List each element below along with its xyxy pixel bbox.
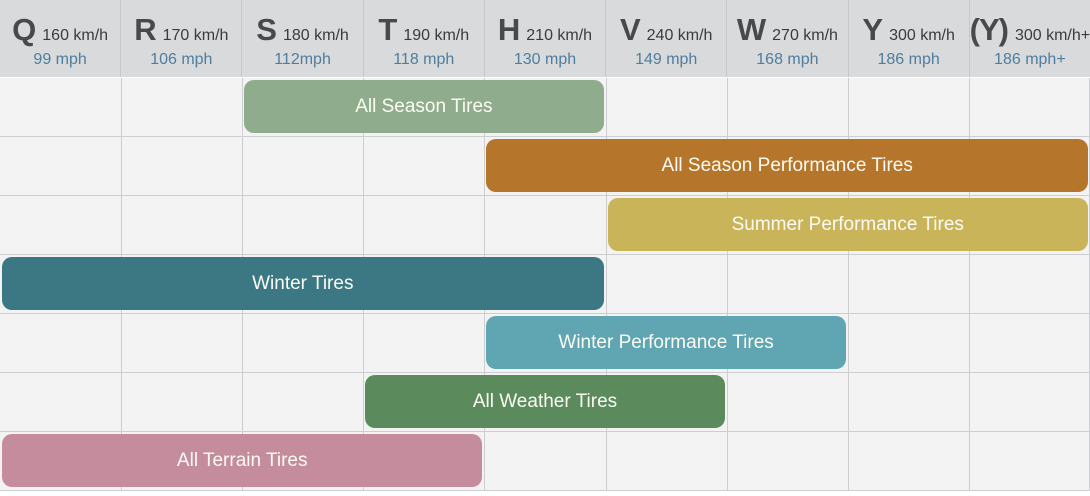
rating-kmh: 270 km/h <box>772 26 838 44</box>
rating-letter: W <box>736 11 766 47</box>
rating-kmh: 300 km/h+ <box>1014 26 1090 44</box>
bar-label: All Terrain Tires <box>176 449 308 471</box>
grid-row <box>0 137 1090 196</box>
bar-all-weather-tires: All Weather Tires <box>365 375 725 428</box>
rating-kmh: 190 km/h <box>403 26 470 44</box>
grid-row <box>0 432 1090 491</box>
rating-row: Y 300 km/h <box>862 12 955 48</box>
rating-row: W 270 km/h <box>737 12 838 48</box>
grid-row <box>0 255 1090 314</box>
grid-column-line <box>847 78 849 491</box>
rating-mph: 168 mph <box>756 50 819 68</box>
bar-label: All Season Performance Tires <box>661 154 913 176</box>
rating-mph: 130 mph <box>513 50 577 68</box>
rating-kmh: 160 km/h <box>42 26 109 44</box>
rating-kmh: 210 km/h <box>526 26 593 44</box>
rating-letter: R <box>134 11 156 47</box>
rating-row: Q 160 km/h <box>12 12 108 48</box>
rating-mph: 186 mph+ <box>994 50 1066 68</box>
header-cell-v: V 240 km/h 149 mph <box>606 0 728 77</box>
rating-row: R 170 km/h <box>134 12 228 48</box>
header-cell-y: Y 300 km/h 186 mph <box>849 0 970 77</box>
grid-column-line <box>726 78 728 491</box>
bar-label: Winter Tires <box>252 272 354 294</box>
bar-winter-tires: Winter Tires <box>2 257 604 310</box>
bar-label: Summer Performance Tires <box>731 213 964 235</box>
rating-mph: 112mph <box>274 50 331 68</box>
chart-body: All Season Tires All Season Performance T… <box>0 78 1090 491</box>
header-cell-h: H 210 km/h 130 mph <box>485 0 607 77</box>
rating-letter: H <box>497 11 520 47</box>
header-cell-t: T 190 km/h 118 mph <box>364 0 485 77</box>
bar-all-season-tires: All Season Tires <box>244 80 604 133</box>
rating-mph: 106 mph <box>150 50 213 68</box>
header-cell-y-plus: (Y) 300 km/h+ 186 mph+ <box>970 0 1090 77</box>
bar-label: All Season Tires <box>355 95 493 117</box>
bar-label: All Weather Tires <box>472 390 618 412</box>
rating-mph: 118 mph <box>393 50 455 68</box>
rating-letter: (Y) <box>969 11 1009 47</box>
rating-letter: T <box>378 11 397 47</box>
rating-mph: 149 mph <box>635 50 698 68</box>
grid-column-line <box>968 78 970 491</box>
rating-letter: Y <box>862 11 883 47</box>
rating-kmh: 180 km/h <box>282 26 349 44</box>
rating-mph: 186 mph <box>877 50 940 68</box>
bar-summer-performance-tires: Summer Performance Tires <box>607 198 1088 251</box>
rating-row: S 180 km/h <box>256 12 349 48</box>
grid-row <box>0 196 1090 255</box>
bar-all-terrain-tires: All Terrain Tires <box>2 434 483 487</box>
bar-winter-performance-tires: Winter Performance Tires <box>486 316 846 369</box>
rating-row: H 210 km/h <box>498 12 592 48</box>
rating-letter: Q <box>12 11 36 47</box>
header-cell-s: S 180 km/h 112mph <box>242 0 364 77</box>
grid-row <box>0 373 1090 432</box>
rating-mph: 99 mph <box>33 50 87 68</box>
rating-kmh: 240 km/h <box>646 26 713 44</box>
rating-letter: S <box>256 11 277 47</box>
rating-row: V 240 km/h <box>620 12 713 48</box>
bar-label: Winter Performance Tires <box>558 331 774 353</box>
rating-kmh: 170 km/h <box>162 26 229 44</box>
grid-row <box>0 78 1090 137</box>
header-cell-r: R 170 km/h 106 mph <box>121 0 243 77</box>
grid-column-line <box>605 78 607 491</box>
grid-row <box>0 314 1090 373</box>
rating-kmh: 300 km/h <box>889 26 955 44</box>
header-cell-w: W 270 km/h 168 mph <box>727 0 849 77</box>
bar-all-season-performance-tires: All Season Performance Tires <box>486 139 1088 192</box>
speed-rating-header: Q 160 km/h 99 mph R 170 km/h 106 mph S 1… <box>0 0 1090 78</box>
header-cell-q: Q 160 km/h 99 mph <box>0 0 122 77</box>
rating-letter: V <box>619 11 641 47</box>
rating-row: (Y) 300 km/h+ <box>970 12 1090 48</box>
rating-row: T 190 km/h <box>378 12 469 48</box>
